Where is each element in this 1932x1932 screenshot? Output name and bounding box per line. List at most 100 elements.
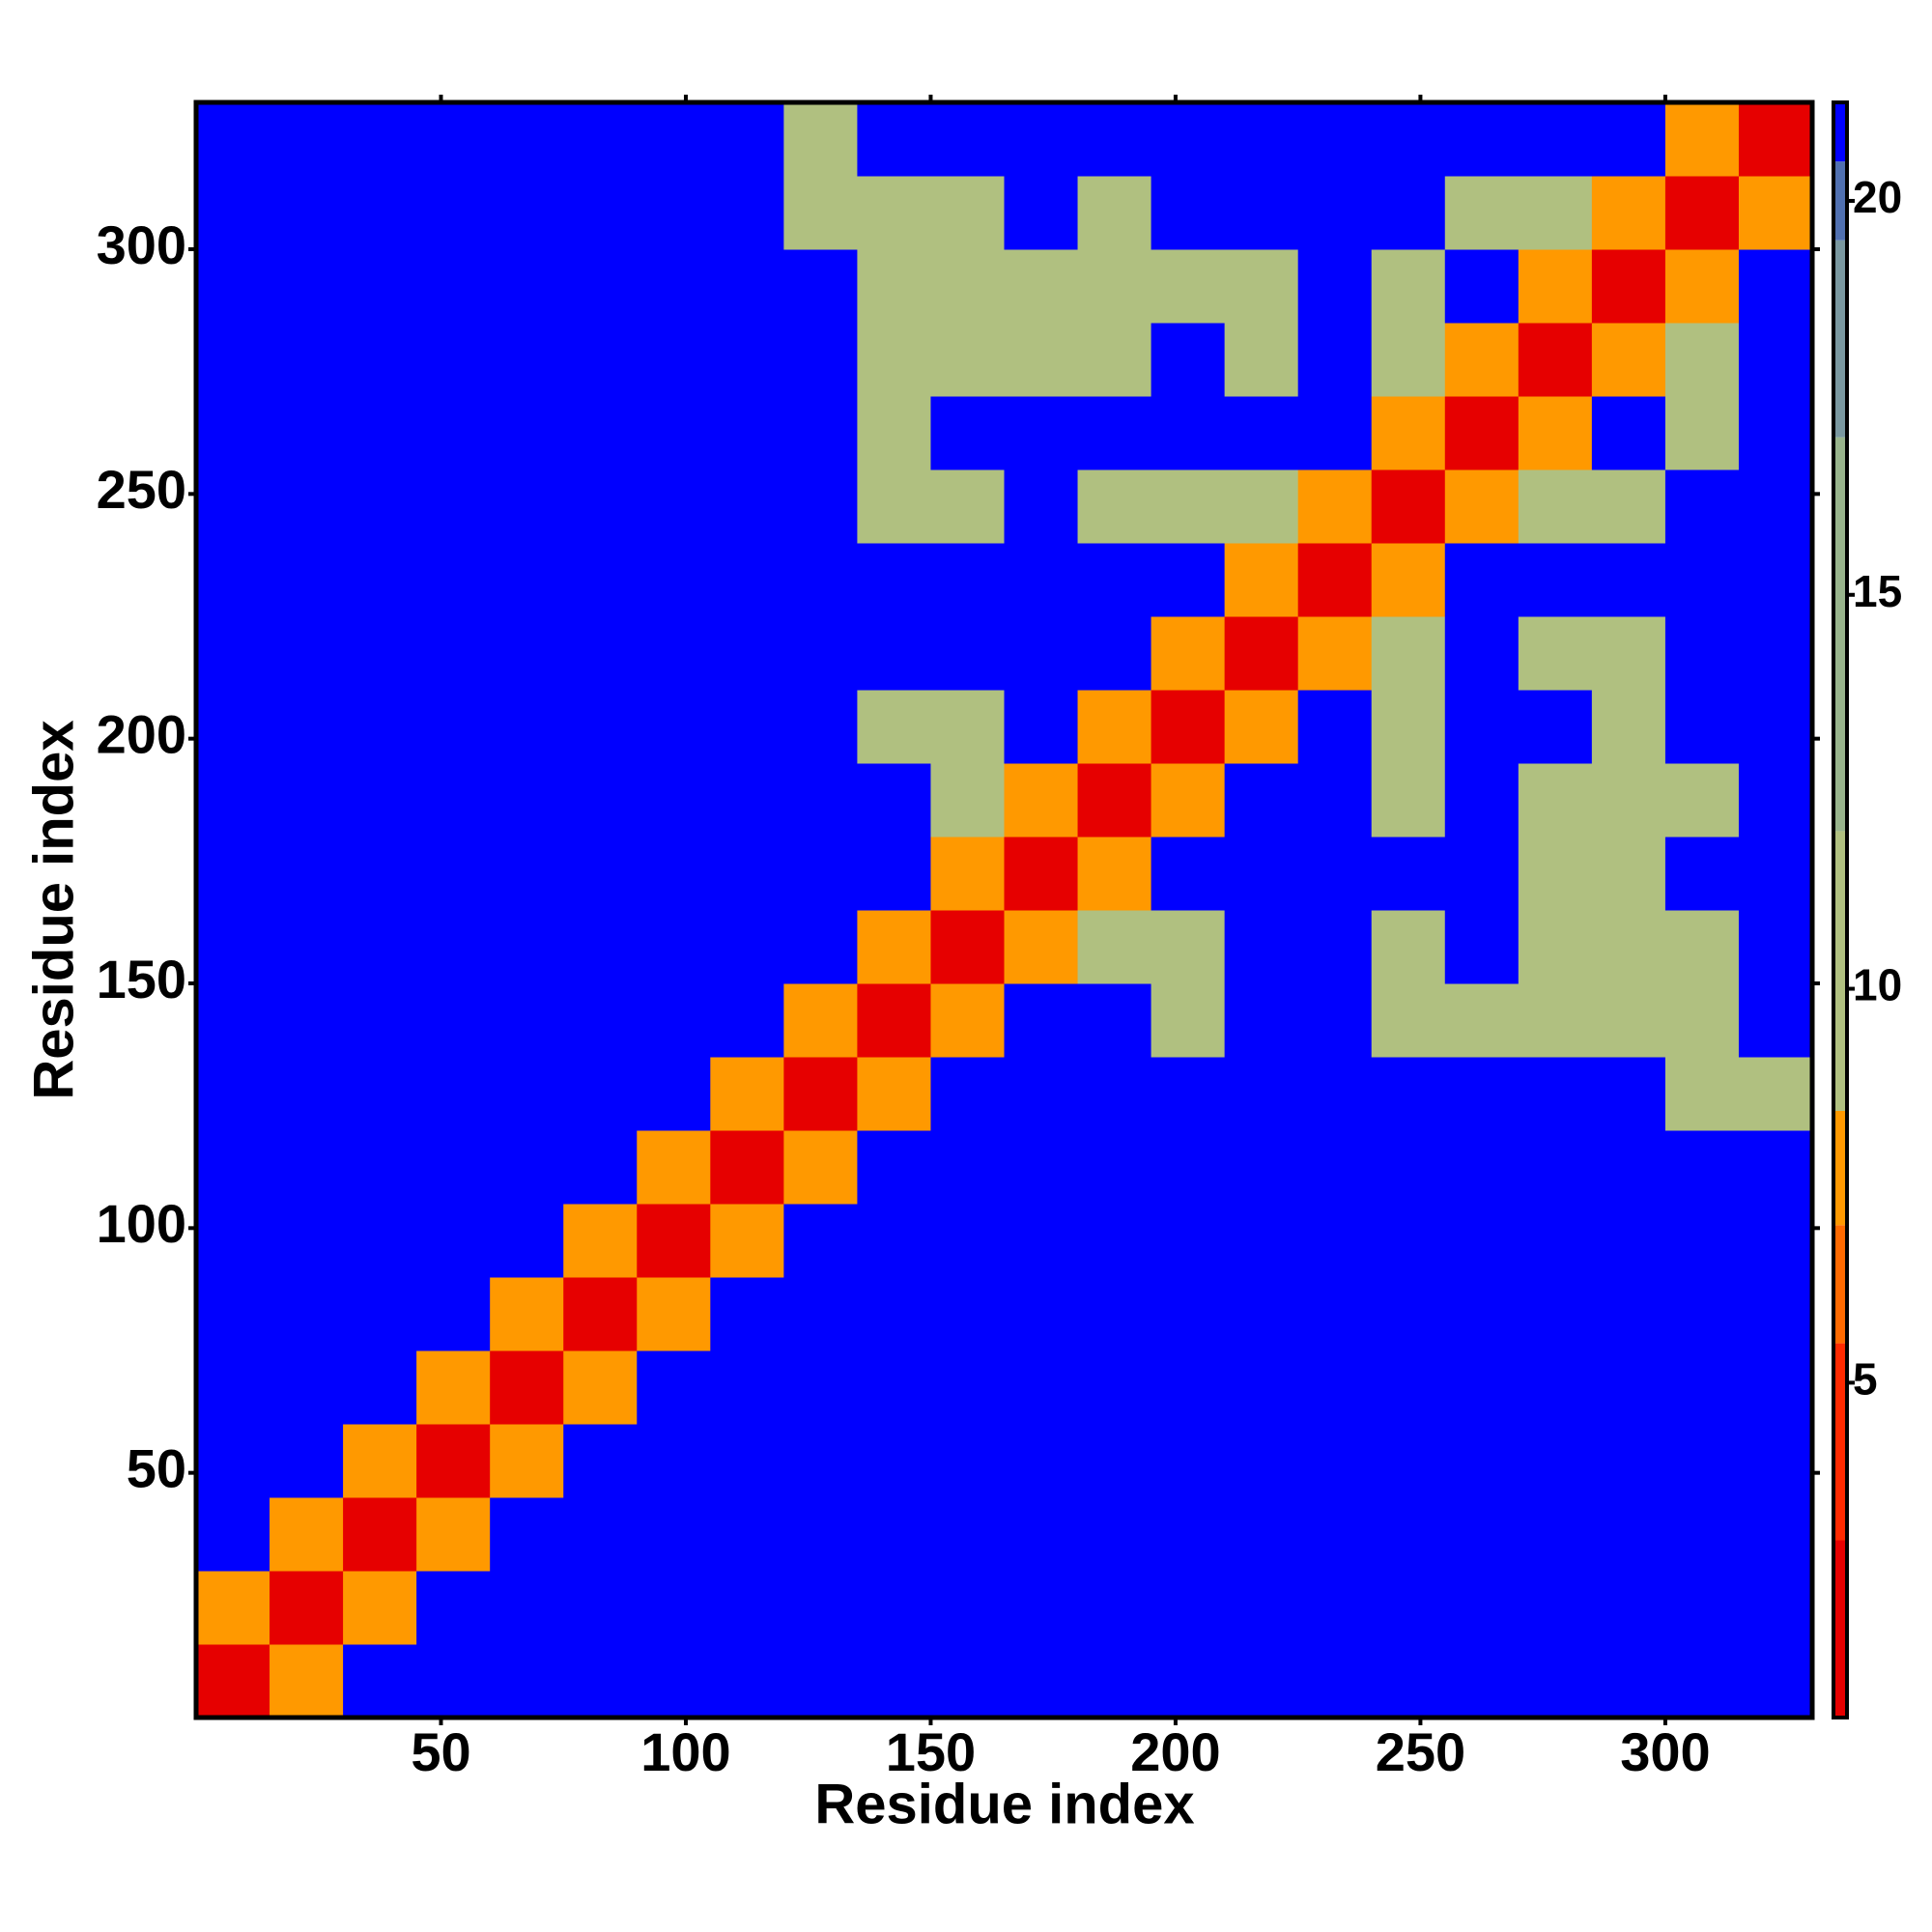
- heatmap-cell: [930, 910, 1005, 984]
- heatmap-cell: [1297, 1424, 1373, 1498]
- heatmap-cell: [1077, 1571, 1152, 1645]
- y-tick-label: 300: [97, 214, 186, 275]
- heatmap-cell: [1224, 323, 1299, 397]
- heatmap-cell: [490, 837, 564, 911]
- heatmap-cell: [710, 1057, 784, 1131]
- heatmap-cell: [1738, 910, 1813, 984]
- heatmap-cell: [490, 983, 564, 1058]
- heatmap-cell: [930, 1644, 1005, 1719]
- heatmap-cell: [1151, 543, 1226, 617]
- heatmap-cell: [490, 1204, 564, 1278]
- heatmap-cell: [343, 396, 417, 470]
- heatmap-cell: [930, 1130, 1005, 1205]
- heatmap-cell: [710, 543, 784, 617]
- heatmap-cell: [1077, 323, 1152, 397]
- heatmap-cell: [783, 616, 858, 691]
- colorbar-band: [1833, 1225, 1847, 1344]
- heatmap-cell: [1004, 1644, 1079, 1719]
- heatmap-cell: [1297, 1057, 1373, 1131]
- heatmap-cell: [343, 1350, 417, 1425]
- heatmap-cell: [270, 1277, 344, 1351]
- heatmap-cell: [930, 690, 1005, 764]
- heatmap-cell: [857, 616, 931, 691]
- heatmap-cell: [1297, 543, 1373, 617]
- heatmap-cell: [783, 837, 858, 911]
- heatmap-cell: [563, 1424, 638, 1498]
- heatmap-cell: [490, 543, 564, 617]
- plot-frame: [193, 99, 1815, 1720]
- heatmap-cell: [270, 1424, 344, 1498]
- heatmap-cell: [637, 690, 711, 764]
- heatmap-cell: [1444, 1497, 1520, 1572]
- heatmap-cell: [343, 1571, 417, 1645]
- heatmap-cell: [1151, 249, 1226, 324]
- heatmap-cell: [1297, 469, 1373, 544]
- heatmap-cell: [563, 249, 638, 324]
- heatmap-cell: [710, 176, 784, 250]
- heatmap-cell: [930, 102, 1005, 177]
- heatmap-cell: [1151, 1130, 1226, 1205]
- heatmap-cell: [857, 1424, 931, 1498]
- heatmap-cell: [343, 1204, 417, 1278]
- heatmap-cell: [1444, 176, 1520, 250]
- heatmap-cell: [1224, 176, 1299, 250]
- heatmap-cell: [1004, 543, 1079, 617]
- heatmap-cell: [783, 323, 858, 397]
- heatmap-cell: [1371, 837, 1446, 911]
- heatmap-cell: [1444, 1130, 1520, 1205]
- heatmap-cell: [1664, 910, 1740, 984]
- heatmap-cell: [1297, 690, 1373, 764]
- heatmap-cell: [710, 983, 784, 1058]
- heatmap-cell: [1224, 983, 1299, 1058]
- heatmap-cell: [563, 1204, 638, 1278]
- heatmap-cell: [416, 396, 491, 470]
- heatmap-cell: [1004, 983, 1079, 1058]
- heatmap-cell: [1444, 763, 1520, 838]
- heatmap-cell: [1444, 1277, 1520, 1351]
- heatmap-cell: [637, 1424, 711, 1498]
- heatmap-cell: [1518, 616, 1593, 691]
- heatmap-cell: [1518, 983, 1593, 1058]
- heatmap-cell: [783, 763, 858, 838]
- heatmap-cell: [1518, 1204, 1593, 1278]
- heatmap-cell: [1224, 1424, 1299, 1498]
- heatmap-cell: [710, 1424, 784, 1498]
- heatmap-cell: [1371, 1497, 1446, 1572]
- heatmap-cell: [1224, 690, 1299, 764]
- heatmap-cell: [1004, 1057, 1079, 1131]
- heatmap-cell: [1518, 910, 1593, 984]
- heatmap-cell: [1591, 837, 1666, 911]
- heatmap-cell: [563, 616, 638, 691]
- heatmap-cell: [416, 1571, 491, 1645]
- heatmap-cell: [270, 910, 344, 984]
- heatmap-cell: [857, 1571, 931, 1645]
- heatmap-cell: [1664, 837, 1740, 911]
- heatmap-cell: [1738, 616, 1813, 691]
- heatmap-cell: [930, 1277, 1005, 1351]
- heatmap-cell: [1004, 102, 1079, 177]
- heatmap-cell: [783, 396, 858, 470]
- heatmap-cell: [1151, 837, 1226, 911]
- heatmap-cell: [416, 763, 491, 838]
- heatmap-cell: [1591, 102, 1666, 177]
- heatmap-cell: [783, 1350, 858, 1425]
- heatmap-cell: [563, 763, 638, 838]
- heatmap-cell: [1224, 249, 1299, 324]
- heatmap-cell: [1371, 1350, 1446, 1425]
- heatmap-cell: [1591, 910, 1666, 984]
- heatmap-cell: [1518, 1350, 1593, 1425]
- heatmap-cell: [1077, 1424, 1152, 1498]
- heatmap-cell: [343, 1424, 417, 1498]
- heatmap-cell: [783, 983, 858, 1058]
- heatmap-cell: [1224, 763, 1299, 838]
- heatmap-cell: [270, 469, 344, 544]
- heatmap-cell: [270, 983, 344, 1058]
- heatmap-cell: [637, 176, 711, 250]
- heatmap-cell: [1444, 910, 1520, 984]
- heatmap-cell: [1738, 763, 1813, 838]
- heatmap-cell: [1664, 763, 1740, 838]
- heatmap-cell: [1297, 1130, 1373, 1205]
- heatmap-cell: [637, 837, 711, 911]
- heatmap-cell: [196, 1644, 270, 1719]
- heatmap-cell: [710, 690, 784, 764]
